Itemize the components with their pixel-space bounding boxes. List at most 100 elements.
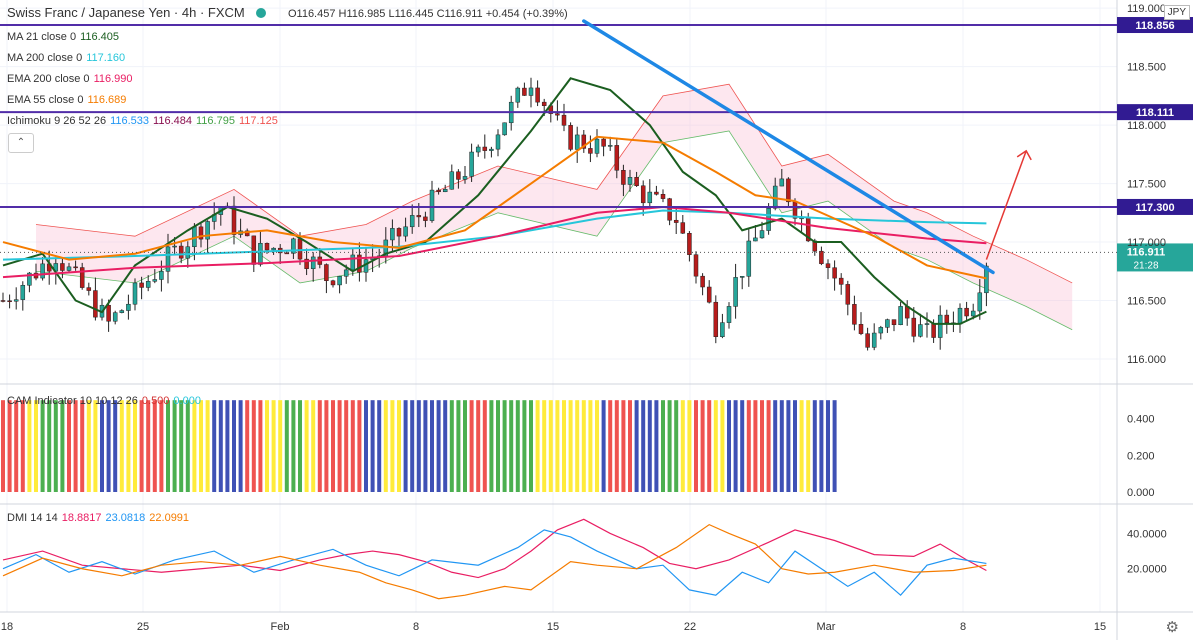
cam-bar [727,400,731,492]
candle-body [865,333,870,348]
cam-bar [806,400,811,492]
cam-bar [542,400,547,492]
candle-body [713,301,719,337]
cam-bar [20,400,25,492]
candle-body [852,304,857,325]
candle-body [911,317,917,337]
cam-bar [654,400,659,492]
legend-ichimoku[interactable]: Ichimoku 9 26 52 26 116.533 116.484 116.795… [7,115,278,127]
cam-bar [423,400,428,492]
gear-icon[interactable]: ⚙ [1165,619,1179,636]
candle-body [423,216,428,221]
candle-body [482,146,488,151]
cam-bar [304,400,309,492]
candle-body [515,87,521,103]
time-axis-tick: 15 [547,621,559,633]
legend-dmi[interactable]: DMI 14 14 18.8817 23.0818 22.0991 [7,512,190,524]
cam-bar [311,400,316,492]
cam-bar [232,400,236,492]
candle-body [489,148,494,151]
candle-body [13,299,19,302]
cam-bar [410,400,415,492]
candle-body [984,265,989,294]
price-axis-tick: 117.500 [1127,179,1166,191]
candle-body [112,312,118,322]
cam-bar [106,400,111,492]
candle-body [462,176,468,180]
cam-bar [185,400,190,492]
candle-body [73,266,78,269]
collapse-legend-button[interactable]: ⌃ [8,133,34,153]
currency-label[interactable]: JPY [1163,5,1190,20]
legend-ma21[interactable]: MA 21 close 0 116.405 [7,31,120,43]
candle-body [687,232,692,255]
candle-body [106,304,111,322]
candle-body [759,230,765,239]
ohlc-values: O116.457 H116.985 L116.445 C116.911 +0.4… [287,8,568,20]
candle-body [832,267,837,279]
time-axis-tick: Feb [271,621,290,633]
cam-bar [192,400,197,492]
cam-bar [251,400,256,492]
cam-bar [608,400,613,492]
cam-bar [113,400,118,492]
candle-body [634,177,639,186]
cam-bar [812,400,817,492]
cam-bar [60,400,65,492]
cam-bar [331,400,335,492]
candle-body [449,171,455,190]
legend-ema55[interactable]: EMA 55 close 0 116.689 [7,94,127,106]
candle-body [680,222,686,234]
candle-body [733,277,738,307]
cam-bar [199,400,203,492]
candle-body [119,310,125,313]
candle-body [244,230,250,237]
dmi-series-line [2,529,987,597]
candle-body [977,292,983,312]
cam-bar [482,400,487,492]
cam-bar [364,400,368,492]
cam-bar [139,400,144,492]
cam-bar [680,400,685,492]
candle-body [284,252,290,255]
cam-bar [27,400,32,492]
candle-body [918,324,923,337]
cam-bar [350,400,355,492]
candle-body [924,323,930,325]
cam-bar [799,400,804,492]
legend-cam[interactable]: CAM Indicator 10 10 12 26 0.500 0.000 [7,395,201,407]
candle-body [621,170,626,185]
candle-body [528,87,534,96]
cam-bar [357,400,362,492]
cam-bar [324,400,329,492]
legend-ema200[interactable]: EMA 200 close 0 116.990 [7,73,133,85]
candle-body [86,287,92,291]
cam-bar [73,400,78,492]
cam-bar [397,400,401,492]
symbol-title[interactable]: Swiss Franc / Japanese Yen · 4h · FXCM [7,5,245,20]
candle-body [495,134,501,150]
symbol-header: Swiss Franc / Japanese Yen · 4h · FXCM O… [7,5,568,20]
candle-body [522,87,527,96]
candle-body [198,226,204,240]
cam-bar [496,400,500,492]
candle-body [706,286,712,303]
candle-body [475,146,481,153]
cam-bar [700,400,705,492]
legend-ma200[interactable]: MA 200 close 0 117.160 [7,52,126,64]
chevron-up-icon: ⌃ [16,137,26,148]
candle-body [700,275,705,288]
candle-body [746,240,752,277]
series-line [2,209,987,261]
candle-body [264,243,270,251]
series-line [2,135,987,280]
cam-bar [14,400,19,492]
cam-bar [469,400,474,492]
cam-bar [515,400,520,492]
market-status-icon [256,8,267,18]
cam-bar [502,400,507,492]
cam-bar [529,400,533,492]
candle-body [231,205,237,235]
level-price-tag [1117,104,1193,121]
